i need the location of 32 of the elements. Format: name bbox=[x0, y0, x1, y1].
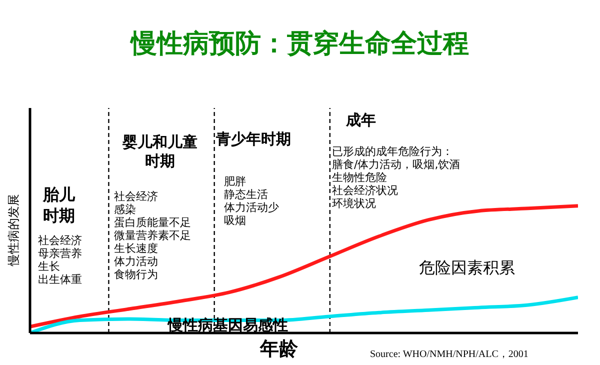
annotation: 出生体重 bbox=[38, 273, 82, 286]
text: 静态生活 bbox=[224, 188, 268, 202]
text: 青少年时期 bbox=[216, 130, 291, 148]
text: 社会经济状况 bbox=[332, 184, 398, 198]
annotation: 食物行为 bbox=[114, 268, 158, 282]
text: 时期 bbox=[144, 152, 176, 170]
annotation: 危险因素积累 bbox=[405, 256, 529, 280]
text: 胎儿 bbox=[42, 185, 76, 204]
text: 社会经济 bbox=[114, 190, 158, 204]
source-note: Source: WHO/NMH/NPH/ALC，2001 bbox=[370, 349, 528, 361]
text: 肥胖 bbox=[224, 175, 246, 188]
x-axis-title: 年龄 bbox=[260, 337, 298, 362]
annotation: 体力活动 bbox=[114, 255, 158, 268]
annotation: 微量营养素不足 bbox=[114, 229, 191, 242]
y-axis-title: 慢性病的发展 bbox=[6, 194, 22, 266]
text: 膳食/体力活动，吸烟,饮酒 bbox=[332, 158, 460, 172]
annotation: 吸烟 bbox=[224, 214, 246, 228]
chart-title: 慢性病预防：贯穿生命全过程 bbox=[128, 28, 470, 60]
annotation: 体力活动少 bbox=[224, 201, 279, 214]
annotation: 感染 bbox=[114, 203, 136, 216]
annotation: 母亲营养 bbox=[38, 247, 82, 260]
annotation: 生长 bbox=[38, 260, 60, 274]
series-label: 慢性病基因易感性 bbox=[168, 316, 288, 335]
annotation: 蛋白质能量不足 bbox=[114, 216, 191, 230]
annotation: 环境状况 bbox=[332, 197, 376, 210]
annotation: 社会经济 bbox=[38, 234, 82, 248]
text: 成年 bbox=[346, 111, 376, 129]
annotation: 时期 bbox=[42, 206, 76, 226]
text: 生物性危险 bbox=[332, 171, 387, 184]
text: 婴儿和儿童 bbox=[121, 133, 198, 151]
annotation: 生长速度 bbox=[114, 242, 158, 256]
text: 已形成的成年危险行为： bbox=[332, 145, 453, 158]
